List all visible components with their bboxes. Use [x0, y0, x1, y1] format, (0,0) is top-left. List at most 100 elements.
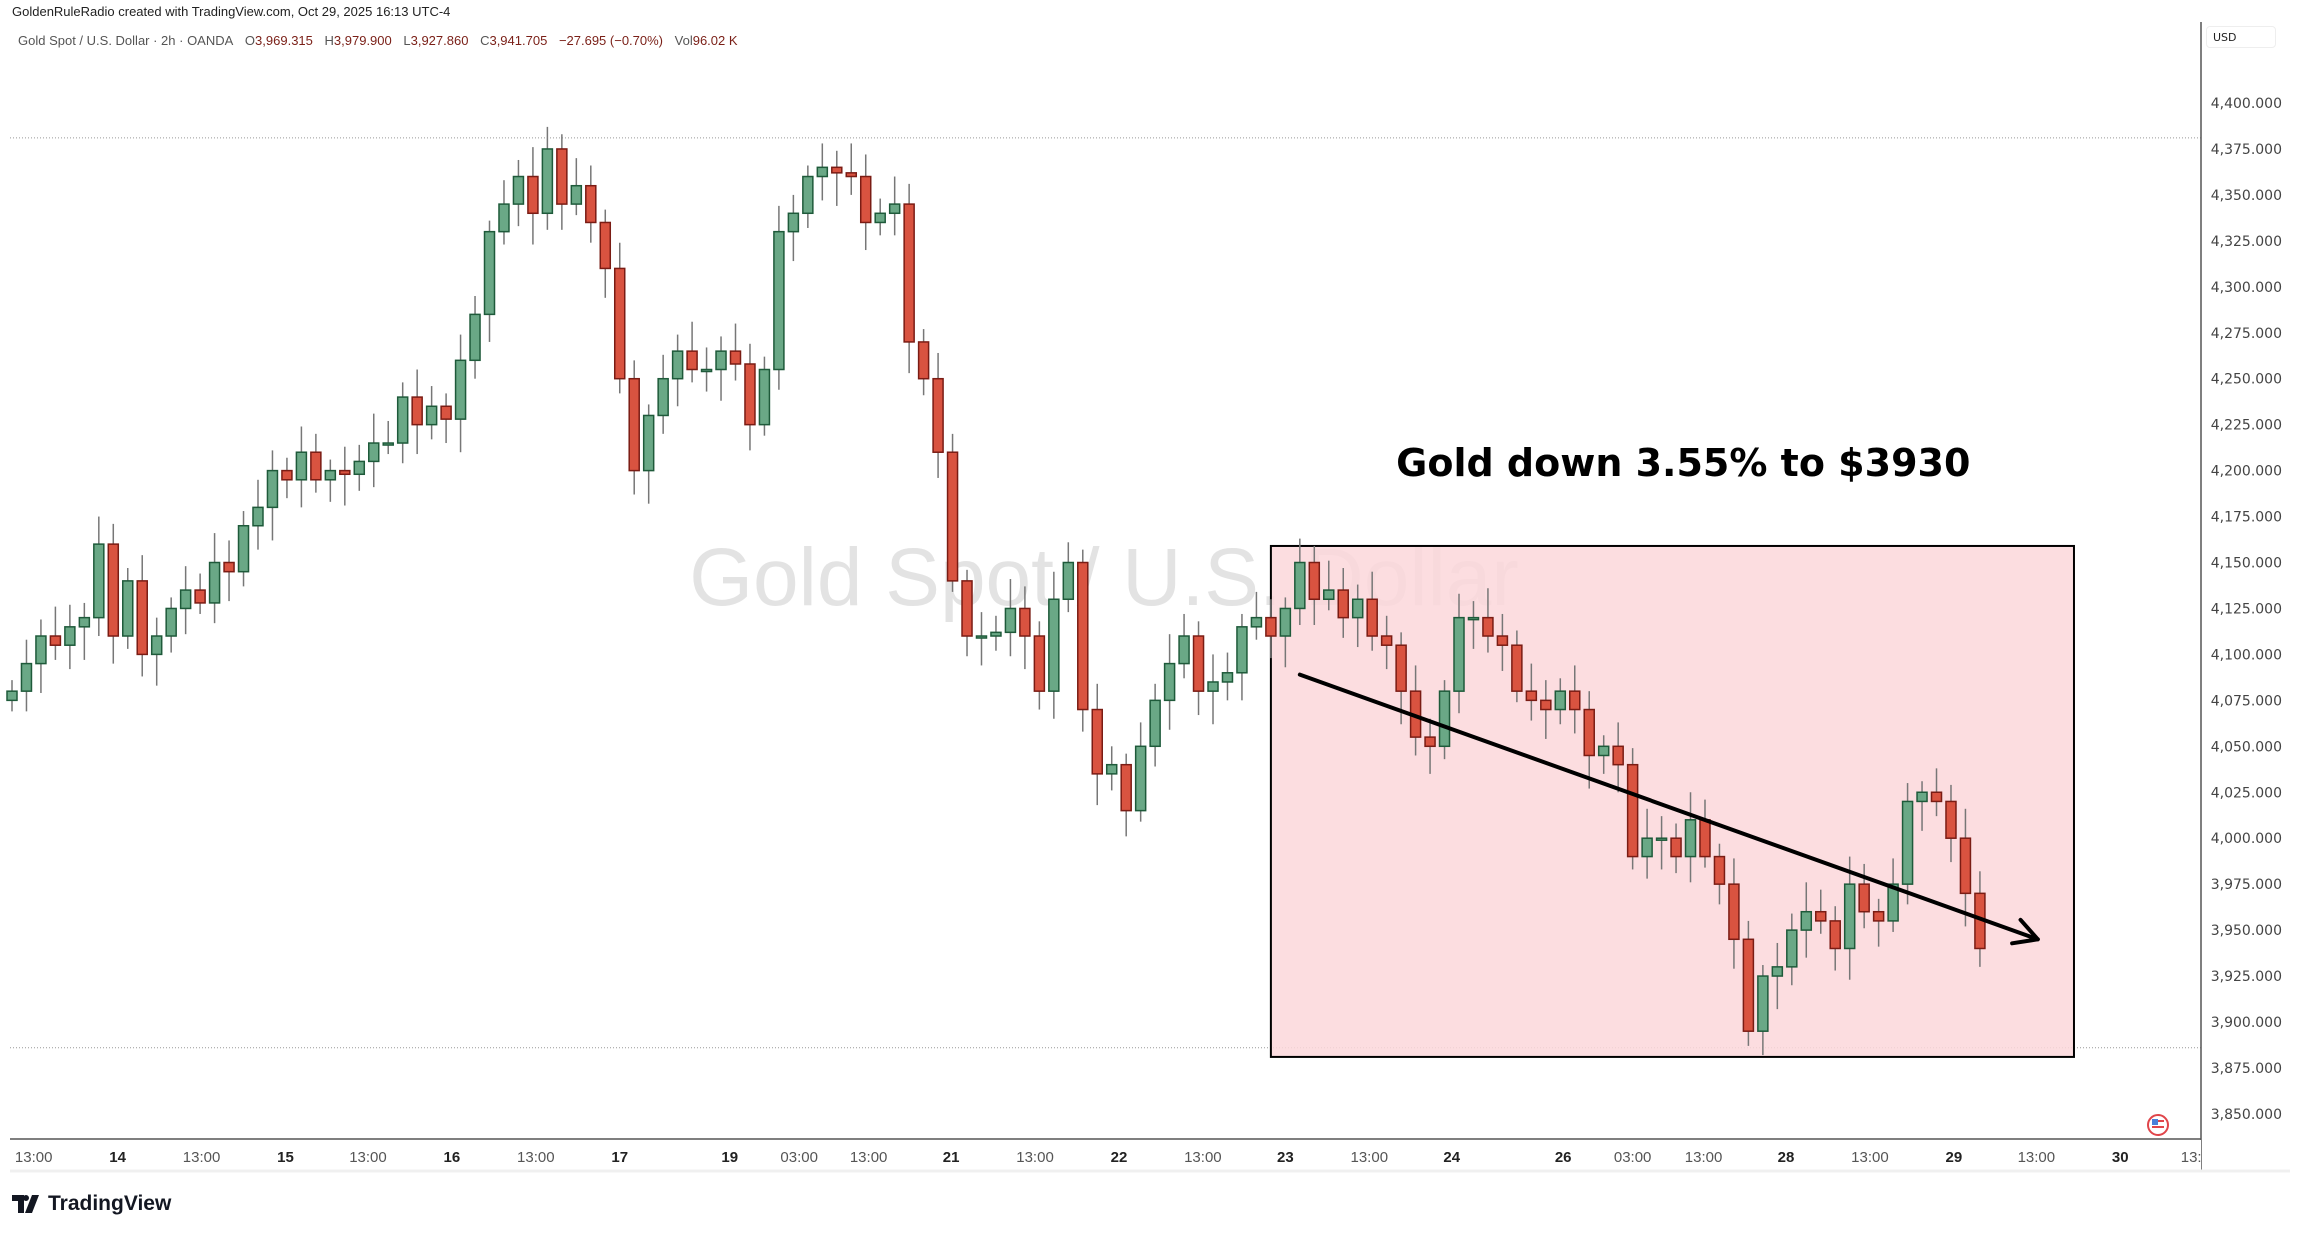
candle: [1380, 635, 1393, 646]
time-tick-label: 21: [943, 1149, 960, 1166]
time-axis-bg: [10, 1140, 2201, 1170]
candle: [122, 580, 134, 637]
candle: [787, 212, 800, 233]
price-tick-label: 4,200.000: [2211, 464, 2282, 480]
candle: [599, 221, 612, 270]
candle: [1004, 607, 1017, 634]
price-tick-label: 3,975.000: [2211, 877, 2282, 893]
candle: [729, 350, 742, 365]
candle: [686, 350, 698, 371]
candle: [1062, 561, 1075, 601]
time-tick-label: 13:00: [2018, 1149, 2056, 1166]
candle: [483, 230, 496, 316]
candle: [252, 506, 264, 527]
candle: [1872, 910, 1885, 922]
candle: [1945, 800, 1957, 839]
candle: [1366, 598, 1378, 637]
candle: [1916, 791, 1928, 803]
candle: [1554, 690, 1567, 711]
candle: [1294, 561, 1306, 610]
price-tick-label: 4,100.000: [2211, 647, 2282, 663]
time-axis[interactable]: 13:00 14 13:00 15 13:00 16 13:00 17 19 03:00 13:00…: [15, 1149, 2202, 1166]
time-tick-label: 28: [1778, 1149, 1795, 1166]
candle: [917, 341, 930, 380]
time-tick-label: 13:00: [15, 1149, 53, 1166]
price-tick-label: 4,050.000: [2211, 739, 2282, 755]
price-tick-label: 3,950.000: [2211, 923, 2282, 939]
candle: [1134, 745, 1147, 812]
candle: [758, 368, 771, 426]
candle: [1959, 837, 1972, 895]
candle: [165, 607, 177, 637]
candle: [946, 451, 959, 582]
candle: [1323, 589, 1335, 601]
ohlc-low: L3,927.860: [403, 33, 469, 48]
candle: [845, 172, 858, 178]
time-tick-label: 13:00: [349, 1149, 387, 1166]
candle: [715, 350, 727, 371]
ohlc-change: −27.695 (−0.70%): [558, 33, 664, 48]
time-tick-label: 13:00: [1851, 1149, 1889, 1166]
candle: [1207, 681, 1219, 692]
us-flag-event-icon[interactable]: [2147, 1114, 2169, 1136]
candle: [208, 561, 221, 604]
price-tick-label: 4,400.000: [2211, 96, 2282, 112]
symbol-title[interactable]: Gold Spot / U.S. Dollar · 2h · OANDA: [18, 33, 234, 48]
candle: [527, 175, 539, 215]
annotation-text[interactable]: Gold down 3.55% to $3930: [1396, 441, 1970, 485]
time-tick-label: 15: [277, 1149, 294, 1166]
time-tick-label: 16: [444, 1149, 461, 1166]
time-tick-label: 13:00: [1351, 1149, 1389, 1166]
candle: [744, 363, 756, 426]
time-tick-label: 17: [611, 1149, 628, 1166]
candle: [1742, 938, 1755, 1032]
tradingview-logo[interactable]: TradingView: [12, 1192, 171, 1216]
price-axis[interactable]: 4,400.000 4,375.000 4,350.000 4,325.000 4,30…: [2211, 96, 2282, 1123]
candle: [1569, 690, 1581, 711]
candle: [194, 589, 206, 604]
candle: [1019, 607, 1031, 637]
chart-credit: GoldenRuleRadio created with TradingView…: [12, 4, 451, 19]
candle: [107, 543, 120, 637]
candle: [556, 148, 568, 205]
candle: [888, 203, 901, 215]
candle: [1163, 662, 1176, 702]
candle: [1583, 708, 1595, 757]
price-tick-label: 4,350.000: [2211, 188, 2282, 204]
candle: [1815, 910, 1827, 922]
price-tick-label: 3,850.000: [2211, 1107, 2282, 1123]
candle: [179, 589, 192, 610]
time-tick-label: 13:00: [183, 1149, 221, 1166]
candle: [266, 469, 279, 509]
candle: [1438, 690, 1451, 748]
candle: [136, 580, 148, 656]
candle: [1453, 616, 1465, 692]
candle: [628, 377, 640, 472]
candle: [1351, 598, 1364, 619]
time-tick-label: 13:00: [1016, 1149, 1054, 1166]
trend-arrow-line[interactable]: [1297, 672, 2040, 942]
candle: [990, 631, 1002, 637]
candle: [1279, 607, 1292, 637]
candle: [454, 359, 467, 420]
candle: [281, 469, 293, 481]
candle: [1265, 616, 1277, 637]
candle: [295, 451, 308, 481]
candle: [1149, 699, 1161, 748]
price-tick-label: 3,925.000: [2211, 969, 2282, 985]
candle: [1105, 763, 1118, 775]
currency-selector[interactable]: USD: [2206, 26, 2276, 48]
candle: [1728, 883, 1740, 941]
candle: [961, 580, 973, 637]
candle: [1930, 791, 1943, 803]
candle: [816, 166, 829, 178]
candle: [78, 616, 91, 628]
volume: Vol96.02 K: [674, 33, 738, 48]
candle: [237, 524, 250, 573]
candle: [1843, 883, 1856, 950]
candle: [1655, 837, 1668, 841]
candle: [1597, 745, 1610, 757]
candle: [1221, 672, 1234, 683]
candle: [1178, 635, 1190, 665]
